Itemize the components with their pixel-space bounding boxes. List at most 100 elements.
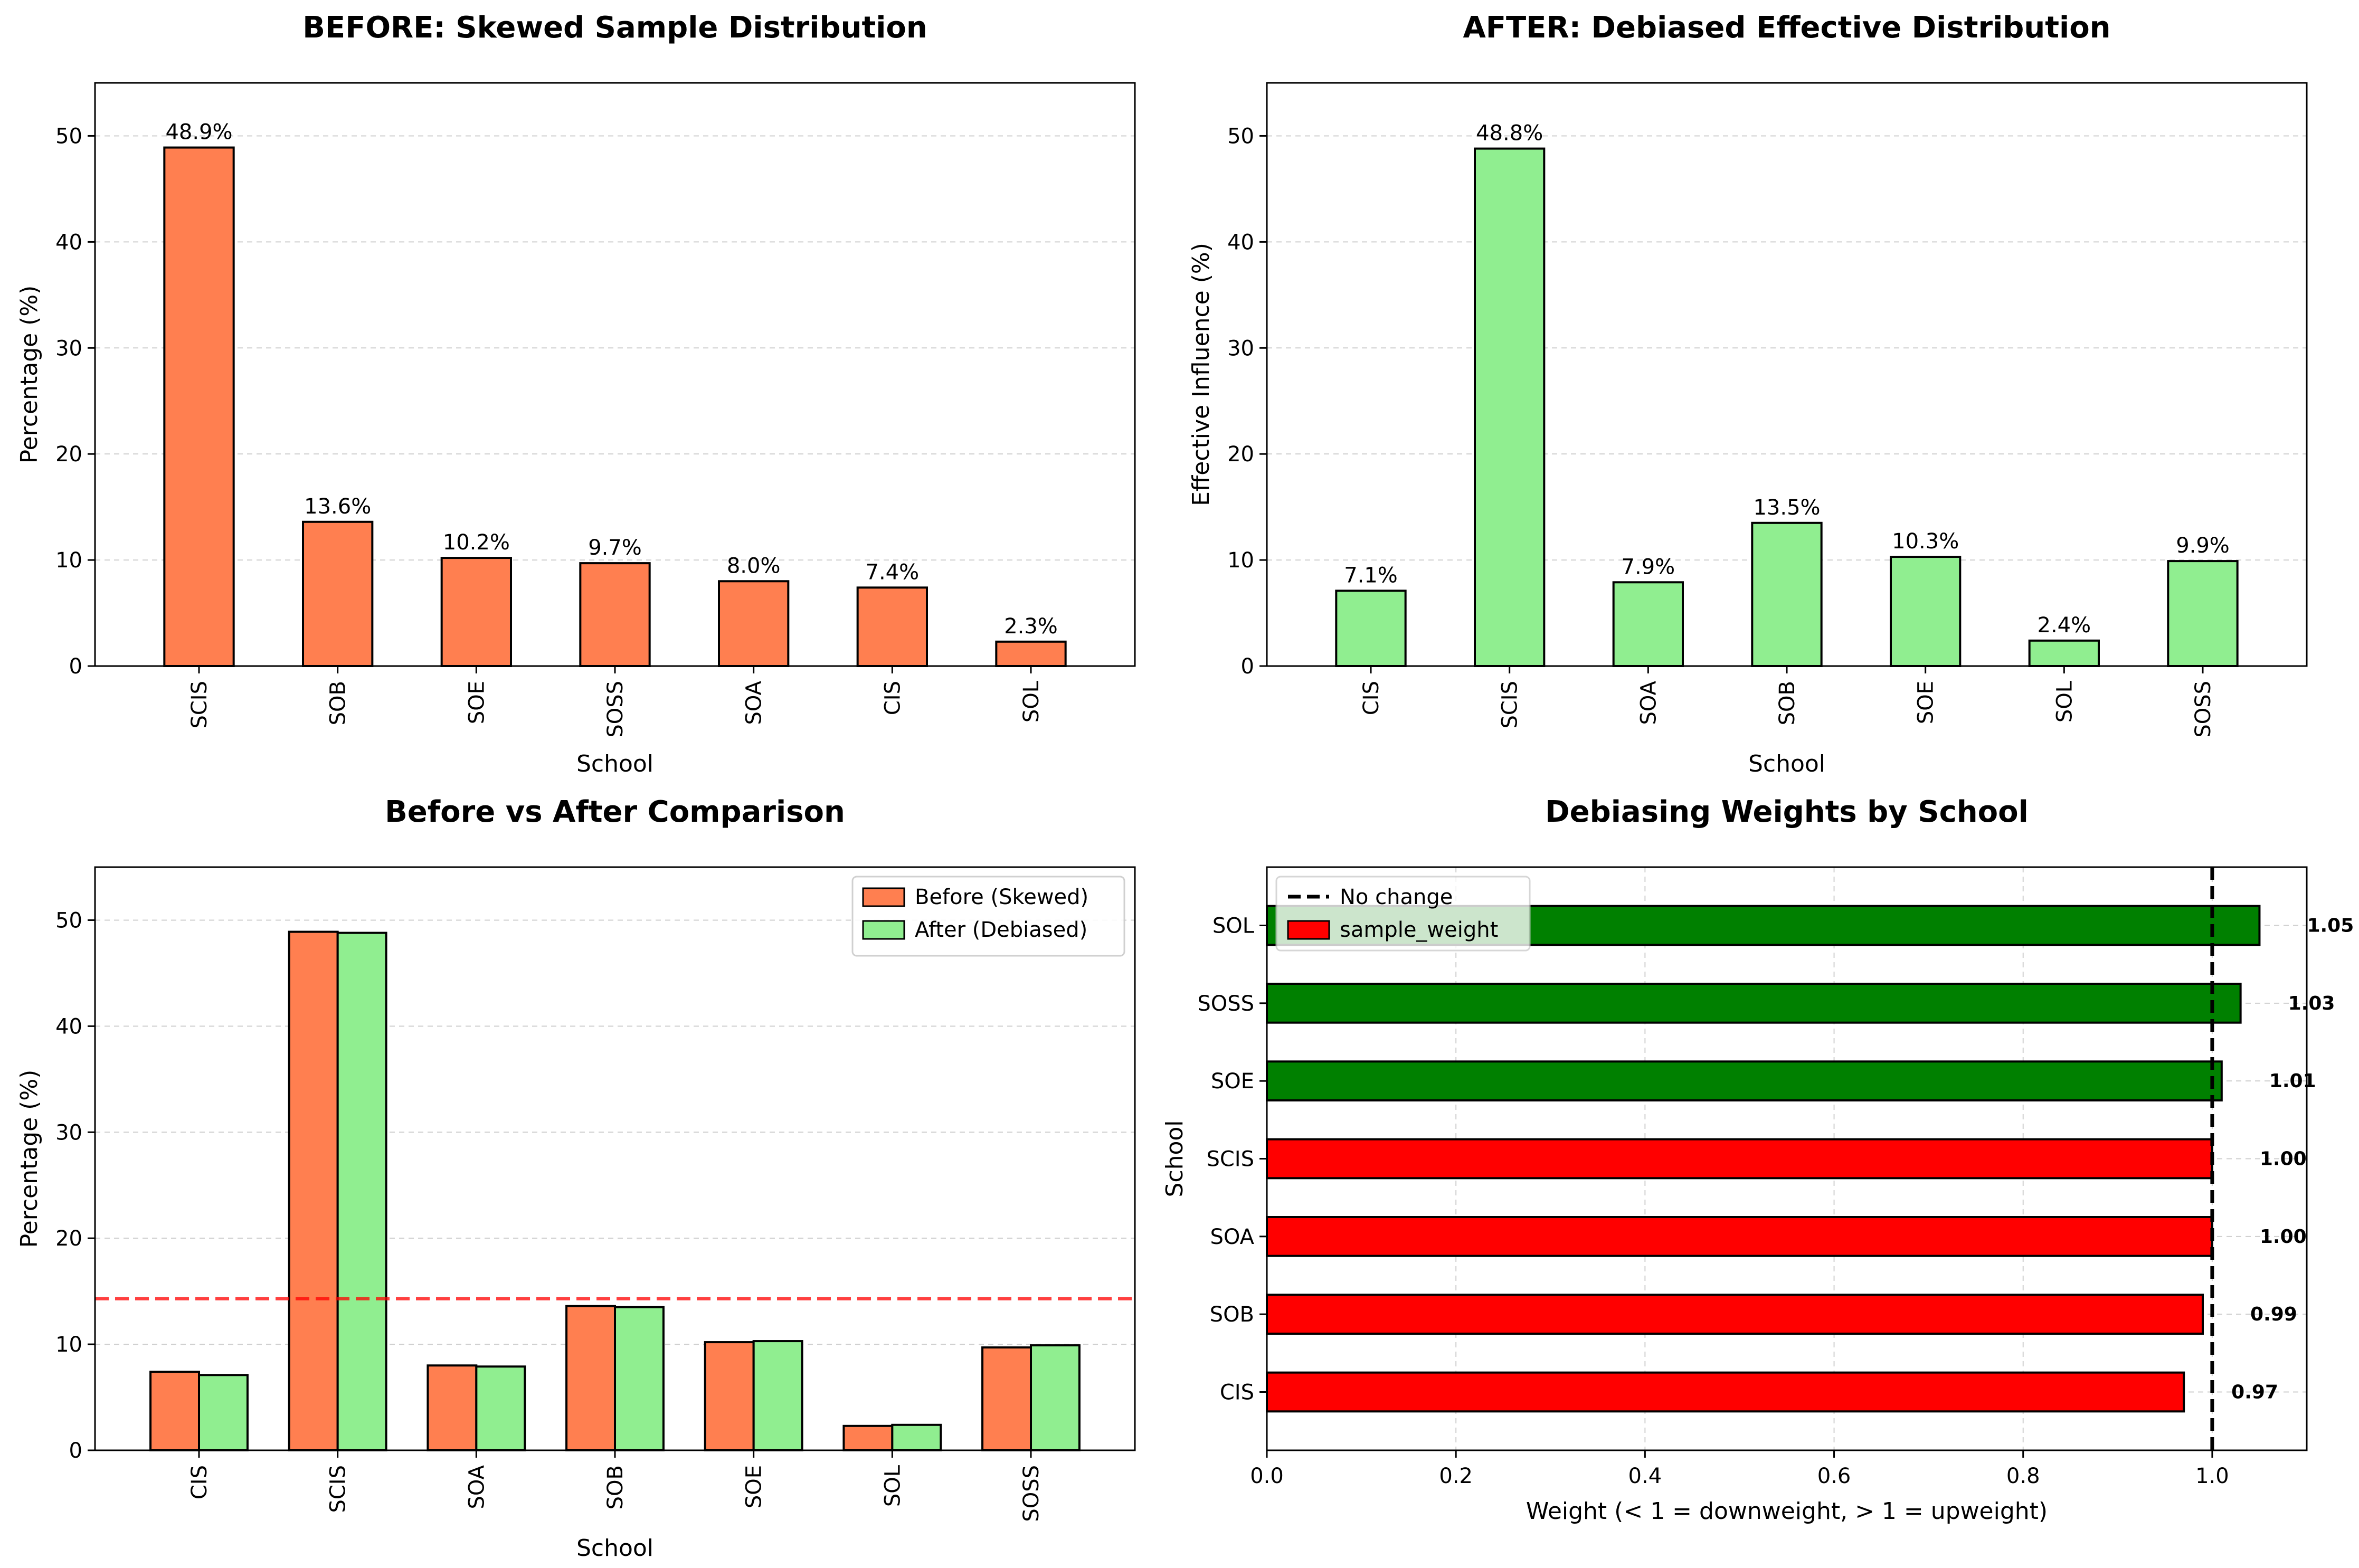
y-axis-label: Effective Influence (%) [1188, 243, 1215, 506]
y-tick-label: 40 [55, 230, 82, 254]
x-tick-label: CIS [187, 1465, 212, 1499]
x-tick-label: SOE [742, 1465, 766, 1508]
data-label: 2.3% [1004, 614, 1058, 639]
chart-2: 7.1% 48.8% 7.9% 13.5% 10.3% 2.4% 9.9% 0 10 20 30 40… [1188, 11, 2308, 777]
bar-after-soe [752, 1340, 803, 1452]
y-tick-label: 50 [1227, 124, 1254, 148]
x-tick-label: CIS [1359, 681, 1384, 715]
bar-after-sol [891, 1423, 942, 1451]
legend-swatch [862, 887, 905, 907]
legend-entry: Before (Skewed) [915, 885, 1088, 909]
weight-label: 1.00 [2260, 1226, 2307, 1248]
y-axis-label: School [1161, 1120, 1188, 1197]
bar-sob [1751, 521, 1823, 667]
y-axis-label: Percentage (%) [16, 286, 43, 464]
x-tick-label: SOB [326, 681, 350, 725]
legend-swatch [862, 920, 905, 940]
x-tick-label: SOL [880, 1465, 905, 1507]
y-tick-label: SCIS [1206, 1147, 1254, 1172]
data-label: 10.3% [1892, 529, 1959, 554]
x-tick-label: 0.8 [2006, 1464, 2040, 1488]
bar-soss [1266, 983, 2242, 1024]
x-tick-label: SOA [465, 1465, 489, 1509]
data-label: 8.0% [727, 554, 781, 578]
bar-sol [995, 640, 1067, 667]
y-tick-label: 40 [55, 1014, 82, 1039]
x-tick-label: SOB [1775, 681, 1799, 725]
data-label: 9.9% [2176, 534, 2230, 558]
data-label: 48.9% [165, 120, 232, 145]
y-tick-label: 0 [69, 654, 82, 679]
chart-1: 48.9% 13.6% 10.2% 9.7% 8.0% 7.4% 2.3% 0 10 20 30 40… [16, 11, 1136, 777]
data-label: 7.1% [1344, 563, 1398, 587]
legend-entry: No change [1340, 885, 1453, 909]
data-label: 10.2% [443, 530, 510, 555]
x-tick-label: 0.6 [1817, 1464, 1851, 1488]
bar-cis [1335, 590, 1407, 667]
y-tick-label: 0 [1241, 654, 1254, 679]
x-axis-label: School [576, 1535, 653, 1562]
data-label: 9.7% [588, 536, 642, 560]
chart-title: Before vs After Comparison [385, 795, 845, 829]
bar-soe [440, 557, 513, 668]
data-label: 48.8% [1476, 121, 1543, 146]
bar-soss [2167, 560, 2239, 667]
y-tick-label: SOSS [1197, 992, 1254, 1016]
x-axis-label: School [576, 750, 653, 777]
chart-title: BEFORE: Skewed Sample Distribution [302, 11, 927, 45]
y-tick-label: 20 [55, 442, 82, 467]
bar-soss [579, 562, 651, 667]
bar-soa [1266, 1216, 2213, 1257]
y-tick-label: 50 [55, 908, 82, 933]
bar-cis [1266, 1371, 2185, 1413]
bar-cis [856, 586, 928, 667]
y-tick-label: 40 [1227, 230, 1254, 254]
y-tick-label: SOB [1210, 1303, 1254, 1327]
legend-swatch [1287, 920, 1330, 940]
legend: Before (Skewed) After (Debiased) [851, 876, 1125, 957]
y-tick-label: 0 [69, 1439, 82, 1463]
y-tick-label: 10 [1227, 548, 1254, 573]
bar-after-cis [198, 1374, 249, 1451]
chart-4: 0.97 0.99 1.00 1.00 1.01 1.03 1.05 0.0 0.2 0.4 0.6… [1161, 795, 2354, 1525]
chart-title: Debiasing Weights by School [1545, 795, 2029, 829]
y-tick-label: SOA [1210, 1225, 1254, 1249]
bar-before-soss [981, 1346, 1032, 1451]
chart-title: AFTER: Debiased Effective Distribution [1463, 11, 2110, 45]
y-tick-label: SOL [1212, 914, 1255, 938]
x-tick-label: 0.0 [1250, 1464, 1284, 1488]
x-tick-label: SOA [742, 680, 766, 725]
y-tick-label: 10 [55, 548, 82, 573]
bar-sol [2028, 639, 2100, 668]
data-label: 7.9% [1622, 555, 1675, 579]
legend-box [1275, 876, 1531, 952]
y-tick-label: 20 [1227, 442, 1254, 467]
y-tick-label: 30 [1227, 336, 1254, 360]
y-tick-label: 10 [55, 1333, 82, 1357]
y-axis-label: Percentage (%) [16, 1070, 43, 1248]
bar-scis [163, 146, 235, 667]
bar-after-soa [475, 1365, 526, 1451]
bar-soa [1612, 581, 1684, 668]
y-tick-label: SOE [1211, 1069, 1254, 1094]
x-tick-label: SOL [1019, 680, 1044, 723]
x-axis-label: School [1748, 750, 1825, 777]
bar-scis [1474, 147, 1546, 667]
x-tick-label: SOSS [2191, 681, 2215, 738]
x-tick-label: SOB [603, 1465, 628, 1509]
y-tick-label: 20 [55, 1227, 82, 1251]
y-tick-label: 50 [55, 124, 82, 148]
legend: No change sample_weight [1275, 876, 1531, 952]
bar-before-soe [704, 1341, 755, 1452]
bar-before-cis [149, 1371, 201, 1452]
data-label: 2.4% [2038, 613, 2091, 638]
x-tick-label: 0.4 [1628, 1464, 1662, 1488]
bar-soe [1890, 556, 1962, 667]
bar-before-sob [565, 1305, 616, 1452]
y-tick-label: CIS [1220, 1381, 1254, 1405]
bar-after-sob [614, 1306, 665, 1451]
legend-entry: After (Debiased) [915, 918, 1087, 942]
bar-sob [302, 520, 374, 667]
weight-label: 1.05 [2307, 915, 2354, 937]
